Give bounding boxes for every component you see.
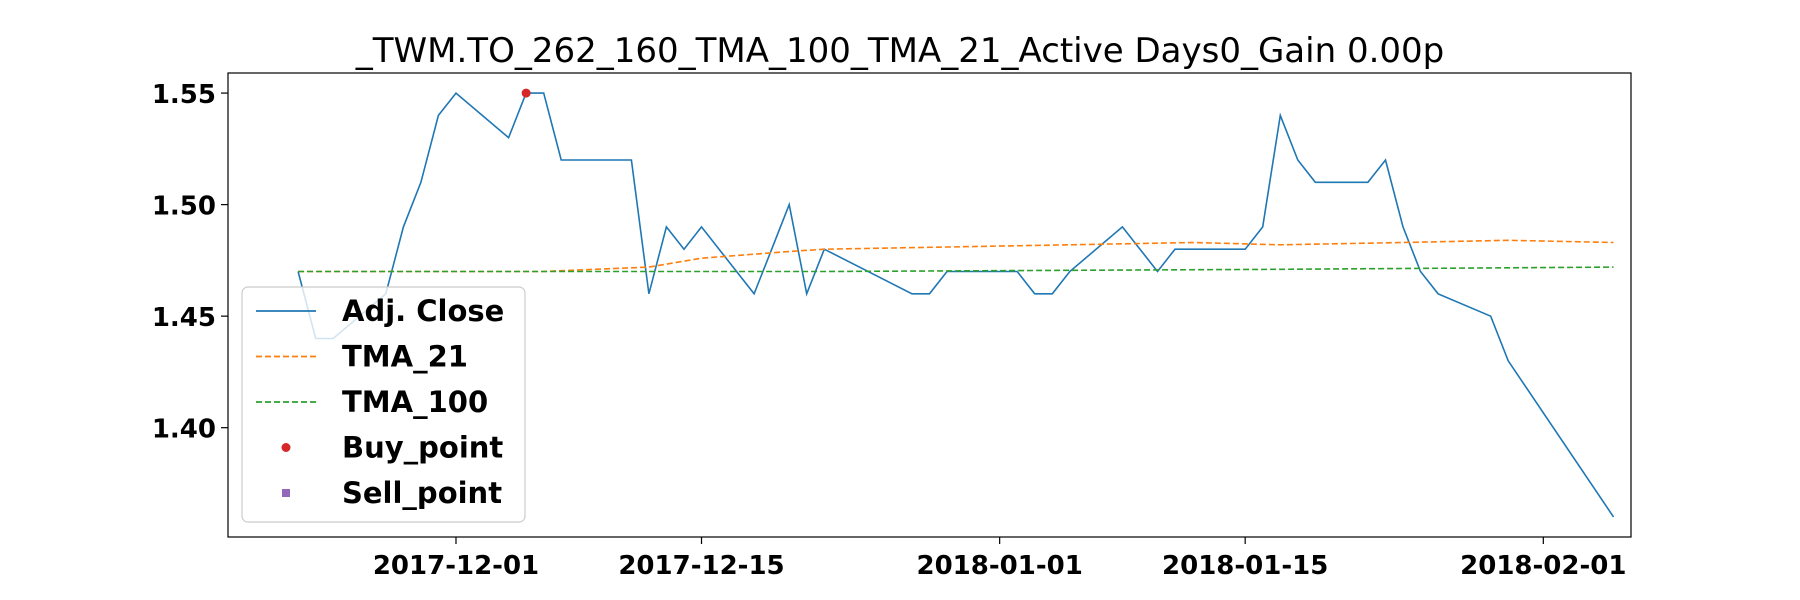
legend-label: Sell_point xyxy=(342,476,502,510)
legend-item-sell-point: Sell_point xyxy=(282,476,502,510)
legend-label: Adj. Close xyxy=(342,294,504,328)
series-line-tma-21 xyxy=(298,239,1614,273)
x-tick-label: 2018-01-15 xyxy=(1162,551,1328,581)
legend: Adj. Close TMA_21 TMA_100 Buy_point Sell_poi… xyxy=(241,286,526,523)
x-tick-label: 2018-02-01 xyxy=(1460,551,1626,581)
x-tick-label: 2018-01-01 xyxy=(916,551,1082,581)
x-tick-label: 2017-12-01 xyxy=(373,551,539,581)
y-axis: 1.40 1.45 1.50 1.55 xyxy=(152,80,228,445)
plot-frame xyxy=(227,72,1632,538)
legend-item-buy-point: Buy_point xyxy=(281,431,503,465)
legend-swatch xyxy=(281,443,291,452)
legend-box xyxy=(241,286,526,523)
x-axis: 2017-12-01 2017-12-15 2018-01-01 2018-01-15… xyxy=(373,537,1626,581)
series-line-tma-100 xyxy=(298,266,1614,273)
legend-label: TMA_100 xyxy=(342,385,488,419)
x-tick-label: 2017-12-15 xyxy=(618,551,784,581)
legend-label: Buy_point xyxy=(342,431,503,465)
y-tick-label: 1.45 xyxy=(152,303,216,333)
legend-item-tma-100: TMA_100 xyxy=(256,385,488,419)
chart-title: _TWM.TO_262_160_TMA_100_TMA_21_Active Da… xyxy=(355,31,1444,71)
point-buy-point xyxy=(521,88,531,98)
legend-item-adj-close: Adj. Close xyxy=(256,294,504,328)
series-layer xyxy=(297,88,1615,518)
legend-swatch xyxy=(282,489,290,497)
y-tick-label: 1.55 xyxy=(152,80,216,110)
y-tick-label: 1.50 xyxy=(152,192,216,222)
y-tick-label: 1.40 xyxy=(152,415,216,445)
legend-label: TMA_21 xyxy=(342,340,468,374)
legend-item-tma-21: TMA_21 xyxy=(256,340,468,374)
series-line-adj-close xyxy=(297,91,1615,518)
